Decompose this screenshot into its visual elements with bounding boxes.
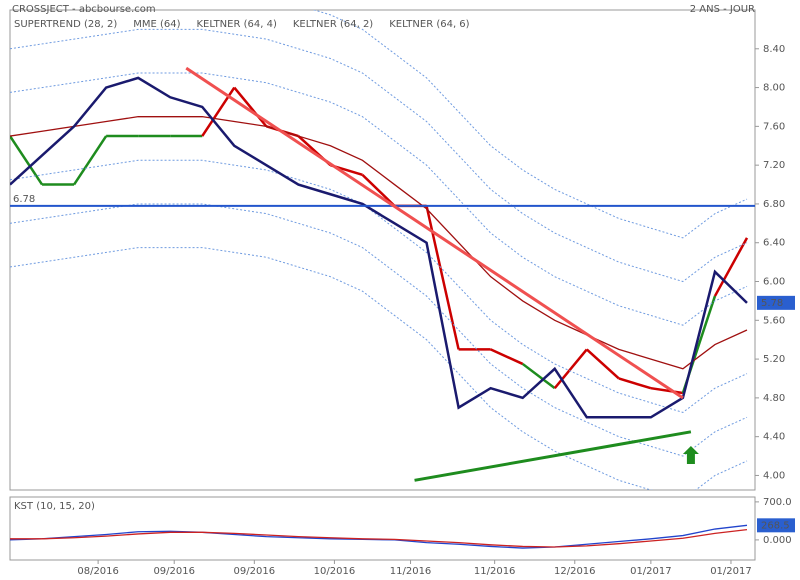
y-tick-label: 4.40 xyxy=(763,432,785,443)
x-tick-label: 09/2016 xyxy=(234,566,276,577)
series-line xyxy=(10,116,748,370)
y-tick-label: 700.0 xyxy=(763,497,792,508)
x-tick-label: 11/2016 xyxy=(390,566,432,577)
supertrend-segment xyxy=(233,86,268,128)
kst-panel xyxy=(9,496,756,561)
y-tick-label: 8.00 xyxy=(763,83,785,94)
y-tick-label: 6.40 xyxy=(763,238,785,249)
legend-entry: SUPERTREND (28, 2) xyxy=(14,19,117,30)
value-badge-label: 5.78 xyxy=(761,298,783,309)
supertrend-segment xyxy=(521,362,556,390)
y-tick-label: 7.20 xyxy=(763,160,785,171)
series-line xyxy=(10,528,748,548)
keltner-lower xyxy=(10,159,748,413)
legend-entry: KELTNER (64, 6) xyxy=(389,19,469,30)
x-tick-label: 01/2017 xyxy=(710,566,752,577)
hline-label: 6.78 xyxy=(13,194,35,205)
arrow-marker xyxy=(682,446,699,465)
supertrend-segment xyxy=(73,135,108,186)
value-badge xyxy=(757,295,795,310)
supertrend-segment xyxy=(490,348,524,366)
legend-entry: KELTNER (64, 2) xyxy=(293,19,373,30)
y-tick-label: 6.00 xyxy=(763,277,785,288)
x-tick-label: 11/2016 xyxy=(474,566,516,577)
y-tick-label: 6.80 xyxy=(763,199,785,210)
supertrend-segment xyxy=(713,237,749,297)
x-tick-label: 10/2016 xyxy=(314,566,356,577)
legend-entry: KST (10, 15, 20) xyxy=(14,501,95,512)
supertrend-segment xyxy=(553,348,588,389)
supertrend-segment xyxy=(361,173,396,207)
price-line xyxy=(10,76,748,419)
x-tick-label: 12/2016 xyxy=(554,566,596,577)
y-tick-label: 4.00 xyxy=(763,470,785,481)
trendline xyxy=(185,66,684,400)
chart-title: CROSSJECT - abcbourse.com xyxy=(12,4,156,15)
supertrend-segment xyxy=(10,135,44,186)
series-line xyxy=(10,524,748,549)
legend-entry: KELTNER (64, 4) xyxy=(197,19,277,30)
supertrend-segment xyxy=(650,386,684,395)
keltner-upper xyxy=(10,28,748,283)
y-tick-label: 0.000 xyxy=(763,535,792,546)
supertrend-segment xyxy=(585,348,620,380)
value-badge xyxy=(757,518,795,533)
keltner-upper xyxy=(312,10,748,239)
keltner-lower xyxy=(10,203,748,457)
y-tick-label: 7.60 xyxy=(763,121,785,132)
main-panel xyxy=(9,9,756,491)
y-tick-label: 5.20 xyxy=(763,354,785,365)
plot-area xyxy=(10,10,755,490)
x-tick-label: 08/2016 xyxy=(77,566,119,577)
plot-area xyxy=(10,524,748,549)
keltner-lower xyxy=(10,247,748,490)
x-tick-label: 09/2016 xyxy=(153,566,195,577)
value-badge-label: 268.5 xyxy=(761,520,790,531)
y-tick-label: 8.40 xyxy=(763,44,785,55)
keltner-upper xyxy=(10,72,748,326)
chart-subtitle: 2 ANS - JOUR xyxy=(690,4,755,15)
trendline xyxy=(414,430,692,482)
supertrend-segment xyxy=(618,377,652,390)
x-tick-label: 01/2017 xyxy=(630,566,672,577)
y-tick-label: 4.80 xyxy=(763,393,785,404)
y-tick-label: 5.60 xyxy=(763,315,785,326)
legend-entry: MME (64) xyxy=(133,19,180,30)
